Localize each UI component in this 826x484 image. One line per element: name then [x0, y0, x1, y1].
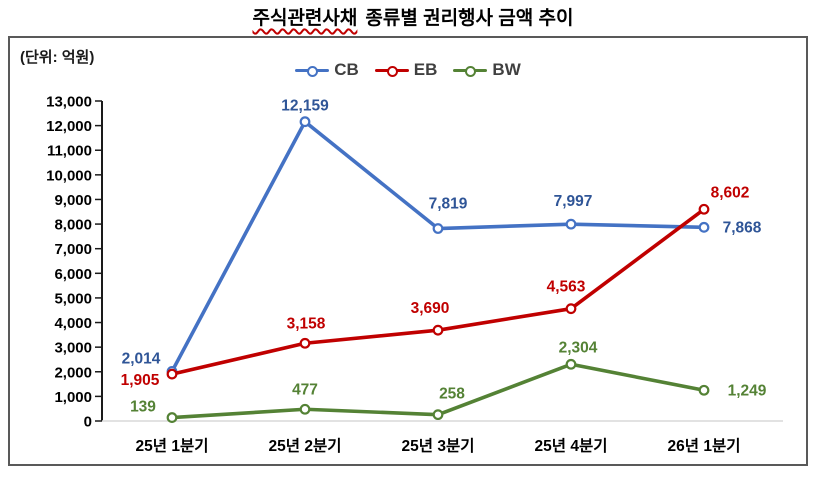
- legend-label-eb: EB: [413, 60, 438, 79]
- data-label-bw: 139: [130, 399, 156, 416]
- unit-label: (단위: 억원): [20, 49, 95, 66]
- data-label-cb: 7,868: [723, 219, 762, 236]
- chart-canvas: 0 1,000 2,000 3,000 4,000 5,000 6,000 7,000 8,00…: [46, 94, 783, 455]
- chart-title-rest: 종류별 권리행사 금액 추이: [365, 8, 574, 29]
- y-axis-tick-label: 12,000: [46, 118, 92, 135]
- y-axis-tick-label: 5,000: [54, 290, 92, 307]
- data-label-bw: 258: [439, 386, 465, 403]
- series-marker-bw: [299, 403, 311, 415]
- legend-item-cb: CB: [295, 60, 359, 80]
- series-marker-cb: [432, 223, 444, 234]
- series-marker-cb: [698, 221, 710, 233]
- y-axis-tick-label: 2,000: [54, 364, 92, 381]
- y-axis-tick-label: 11,000: [47, 143, 92, 160]
- x-axis-category-label: 25년 1분기: [136, 436, 209, 455]
- data-label-cb: 7,997: [554, 193, 593, 210]
- data-label-bw: 477: [292, 381, 318, 398]
- chart-title-underlined-word: 주식관련사채: [252, 8, 358, 29]
- legend-label-bw: BW: [492, 60, 521, 79]
- series-marker-eb: [166, 368, 178, 380]
- legend-line-marker-icon: [453, 64, 488, 77]
- legend-item-eb: EB: [374, 60, 438, 80]
- series-marker-eb: [698, 203, 710, 215]
- x-axis-category-label: 25년 4분기: [535, 436, 608, 455]
- series-marker-bw: [432, 409, 444, 421]
- data-label-cb: 2,014: [122, 350, 161, 367]
- data-label-eb: 3,158: [287, 315, 326, 332]
- x-axis-category-label: 25년 2분기: [269, 436, 342, 455]
- legend: CB EB BW: [10, 60, 806, 80]
- series-marker-bw: [166, 412, 178, 423]
- data-label-eb: 3,690: [411, 300, 450, 317]
- legend-item-bw: BW: [453, 60, 521, 80]
- chart-frame: (단위: 억원) CB EB BW 0 1,000 2,000 3,000 4,000 5,0…: [8, 36, 808, 466]
- legend-marker: [386, 65, 398, 77]
- series-marker-cb: [565, 218, 577, 230]
- series-marker-eb: [432, 324, 444, 336]
- chart-title: 주식관련사채 종류별 권리행사 금액 추이: [0, 3, 826, 30]
- data-label-eb: 1,905: [121, 372, 160, 389]
- y-axis-tick-label: 9,000: [54, 192, 92, 209]
- y-axis-tick-label: 13,000: [46, 94, 92, 111]
- series-marker-cb: [299, 116, 311, 128]
- data-label-bw: 2,304: [559, 339, 598, 356]
- data-label-cb: 7,819: [429, 196, 468, 213]
- y-axis-tick-label: 8,000: [54, 217, 92, 234]
- legend-marker: [465, 65, 477, 77]
- series-marker-bw: [565, 358, 577, 370]
- data-label-cb: 12,159: [281, 98, 329, 115]
- y-axis-tick-label: 6,000: [54, 266, 92, 283]
- x-axis-category-label: 26년 1분기: [668, 436, 741, 455]
- y-axis-tick-label: 7,000: [54, 241, 92, 258]
- legend-line-marker-icon: [295, 64, 330, 77]
- y-axis-tick-label: 10,000: [46, 167, 92, 184]
- data-label-eb: 4,563: [547, 279, 586, 296]
- x-axis-category-label: 25년 3분기: [402, 436, 475, 455]
- legend-label-cb: CB: [334, 60, 359, 79]
- series-line-eb: [170, 207, 706, 376]
- series-marker-eb: [299, 337, 311, 349]
- data-label-eb: 8,602: [711, 184, 750, 201]
- y-axis-tick-label: 1,000: [54, 389, 92, 406]
- y-axis-tick-label: 4,000: [54, 315, 92, 332]
- legend-marker: [307, 65, 319, 77]
- y-axis-tick-label: 0: [84, 414, 92, 431]
- data-label-bw: 1,249: [728, 382, 767, 399]
- series-marker-bw: [698, 384, 710, 396]
- legend-line-marker-icon: [374, 64, 409, 77]
- series-marker-eb: [565, 303, 577, 315]
- y-axis-tick-label: 3,000: [54, 340, 92, 357]
